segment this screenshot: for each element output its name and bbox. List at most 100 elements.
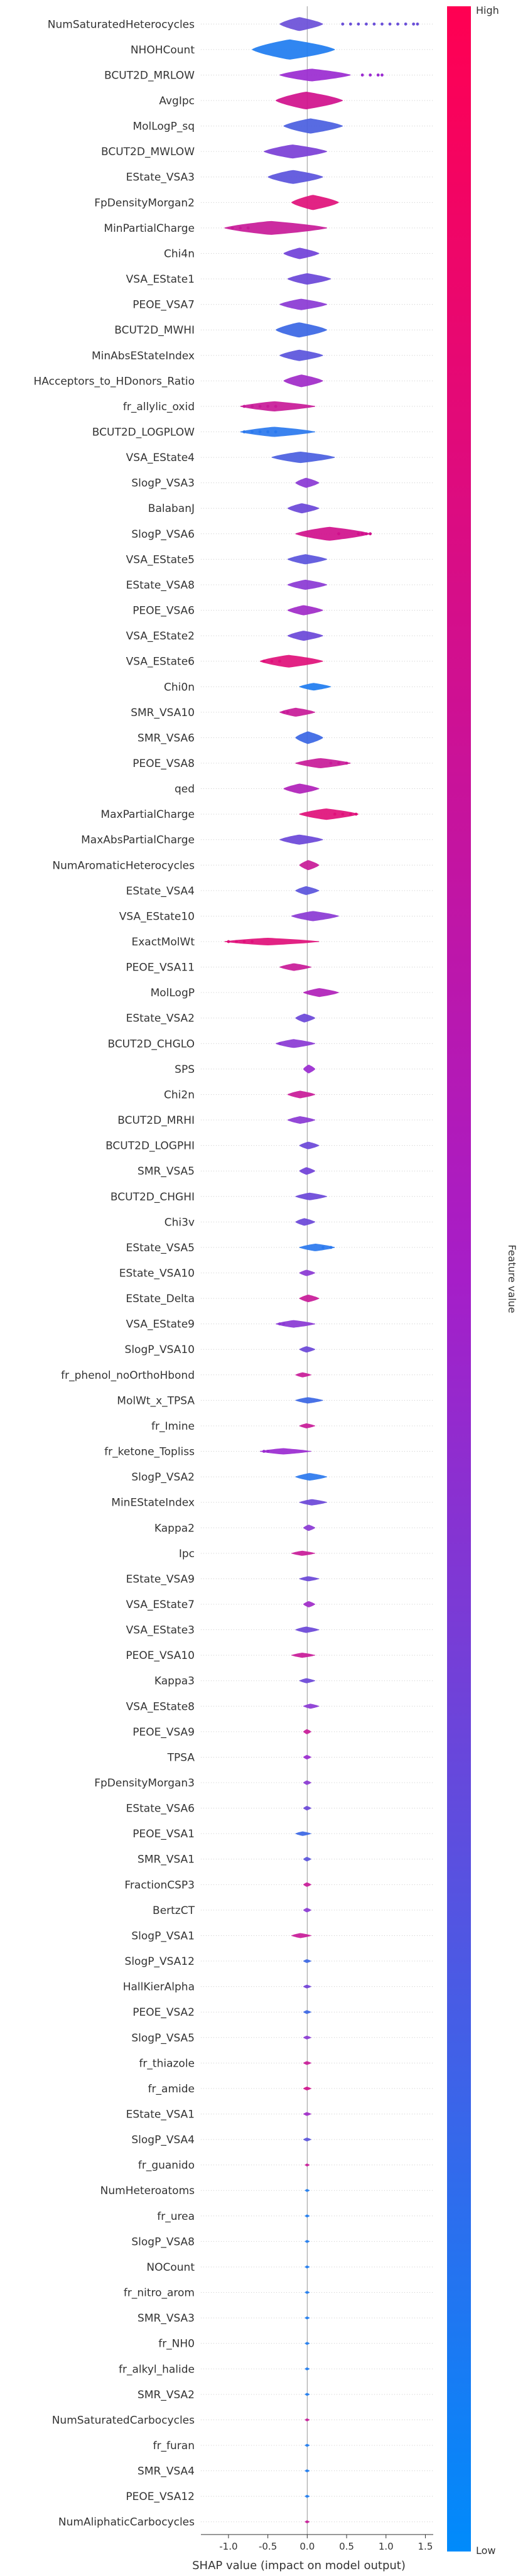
colorbar-title: Feature value <box>506 1244 518 1313</box>
violin-shape <box>303 988 339 997</box>
violin-shape <box>305 2163 310 2167</box>
feature-label: NOCount <box>146 2261 195 2274</box>
outlier-point <box>341 22 345 26</box>
violin-shape <box>288 554 327 565</box>
outlier-point <box>404 22 407 26</box>
feature-label: MolLogP <box>151 987 195 999</box>
outlier-point <box>246 226 250 230</box>
feature-label: fr_amide <box>148 2083 195 2095</box>
outlier-point <box>345 761 348 765</box>
violin-shape <box>305 2316 310 2320</box>
feature-label: NumAromaticHeterocycles <box>52 859 195 872</box>
feature-label: SlogP_VSA6 <box>131 528 195 541</box>
feature-label: EState_VSA1 <box>126 2109 195 2121</box>
feature-label: NumAliphaticCarbocycles <box>58 2516 195 2529</box>
violin-shape <box>303 1729 311 1734</box>
feature-label: Ipc <box>179 1548 195 1560</box>
violin-shape <box>305 2443 310 2447</box>
colorbar-high-label: High <box>476 4 499 16</box>
feature-label: SMR_VSA6 <box>138 732 195 744</box>
violin-shape <box>276 322 327 338</box>
outlier-point <box>329 1246 333 1249</box>
feature-label: SlogP_VSA3 <box>131 477 195 490</box>
feature-label: Chi0n <box>164 681 195 693</box>
feature-label: EState_VSA5 <box>126 1242 195 1254</box>
violin-shape <box>303 1882 311 1887</box>
violin-shape <box>279 707 315 717</box>
feature-label: fr_nitro_arom <box>124 2287 195 2300</box>
violin-shape <box>299 1576 320 1582</box>
violin-shape <box>299 808 359 820</box>
outlier-point <box>278 1041 281 1045</box>
feature-label: NumSaturatedHeterocycles <box>48 18 195 31</box>
feature-label: AvgIpc <box>159 95 195 107</box>
outlier-point <box>360 532 364 536</box>
violin-shape <box>291 1550 315 1556</box>
outlier-point <box>321 1246 325 1249</box>
feature-label: NumHeteroatoms <box>100 2185 195 2197</box>
violin-shape <box>299 1499 327 1506</box>
outlier-point <box>282 710 286 714</box>
outlier-point <box>251 940 254 943</box>
feature-label: SMR_VSA3 <box>138 2312 195 2325</box>
outlier-point <box>235 940 238 943</box>
outlier-point <box>380 73 384 77</box>
feature-label: fr_NH0 <box>158 2338 195 2350</box>
violin-shape <box>305 2214 310 2218</box>
feature-label: SlogP_VSA2 <box>131 1471 195 1484</box>
violin-shape <box>279 834 323 845</box>
violin-shape <box>299 1269 315 1276</box>
violin-shape <box>305 2188 310 2192</box>
colorbar-gradient <box>447 6 471 2552</box>
violin-shape <box>295 731 323 744</box>
outlier-point <box>239 226 242 230</box>
feature-label: FpDensityMorgan3 <box>94 1777 195 1790</box>
feature-label: ExactMolWt <box>132 936 195 948</box>
violin-shape <box>283 247 320 259</box>
x-tick-label: 0.0 <box>299 2541 315 2552</box>
violin-shape <box>288 503 320 514</box>
outlier-point <box>341 812 345 816</box>
violin-shape <box>299 1295 320 1303</box>
feature-label: MaxPartialCharge <box>100 808 195 821</box>
violin-shape <box>283 783 320 794</box>
violin-shape <box>303 1754 311 1760</box>
feature-label: PEOE_VSA1 <box>132 1828 195 1840</box>
feature-label: MinPartialCharge <box>104 222 195 235</box>
x-tick-label: 1.0 <box>379 2541 394 2552</box>
feature-label: EState_VSA6 <box>126 1803 195 1815</box>
feature-labels: NumSaturatedHeterocycles NHOHCount BCUT2D_… <box>34 18 195 2528</box>
feature-label: SPS <box>175 1063 195 1076</box>
outlier-point <box>258 430 262 433</box>
violin-shape <box>305 2265 310 2269</box>
violin-shape <box>279 17 323 31</box>
violin-shape <box>299 1167 315 1175</box>
violin-shape <box>260 655 323 668</box>
violin-shape <box>303 2010 311 2014</box>
violin-shape <box>303 2112 311 2116</box>
feature-label: MolLogP_sq <box>132 121 195 133</box>
feature-label: VSA_EState2 <box>126 630 195 643</box>
feature-label: SlogP_VSA10 <box>125 1344 195 1356</box>
feature-label: PEOE_VSA10 <box>126 1649 195 1662</box>
feature-label: fr_furan <box>153 2440 195 2452</box>
outlier-point <box>360 73 364 77</box>
feature-label: VSA_EState7 <box>126 1599 195 1611</box>
outlier-point <box>372 22 376 26</box>
outlier-point <box>270 660 274 663</box>
feature-label: Chi3v <box>165 1216 195 1229</box>
outlier-point <box>337 532 340 536</box>
x-tick-label: 0.5 <box>339 2541 354 2552</box>
feature-label: PEOE_VSA12 <box>126 2491 195 2503</box>
violin-shape <box>305 2367 310 2371</box>
violin-shape <box>291 1933 311 1938</box>
violin-shape <box>303 1959 311 1964</box>
feature-label: PEOE_VSA2 <box>132 2006 195 2019</box>
feature-label: BCUT2D_MRHI <box>117 1114 195 1127</box>
outlier-point <box>348 22 352 26</box>
outlier-point <box>251 430 254 433</box>
feature-label: SMR_VSA1 <box>138 1854 195 1866</box>
violin-shape <box>303 1064 315 1073</box>
violin-shape <box>303 2138 311 2142</box>
outlier-point <box>396 22 399 26</box>
